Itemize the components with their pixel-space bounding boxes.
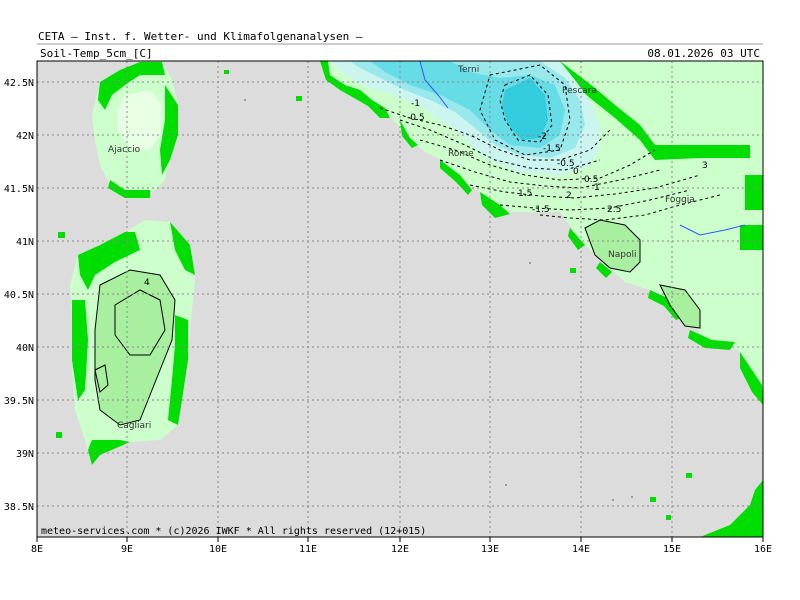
contour-label: -1.5 bbox=[532, 205, 550, 215]
contour-label: 4 bbox=[144, 278, 150, 288]
copyright-notice: meteo-services.com * (c)2026 IWKF * All … bbox=[41, 526, 427, 537]
lat-label: 39.5N bbox=[4, 396, 34, 407]
contour-value-labels: -1 -0.5 -1.5 -2 -1.5 -0.5 0 0.5 1 1.5 2 … bbox=[144, 99, 708, 288]
contour-label: 2 bbox=[566, 191, 572, 201]
warm-zone-napoli bbox=[585, 220, 640, 272]
small-islands bbox=[244, 99, 633, 501]
contour-label: -0.5 bbox=[407, 113, 425, 123]
contour-label: 2.5 bbox=[607, 205, 621, 215]
city-label-cagliari: Cagliari bbox=[117, 421, 151, 431]
lat-label: 40N bbox=[16, 343, 34, 354]
warm-zone-south bbox=[660, 285, 700, 328]
contour-label: 0.5 bbox=[584, 175, 598, 185]
city-label-rome: Rome bbox=[448, 149, 474, 159]
contour-label: 1.5 bbox=[518, 189, 532, 199]
contour-label: -2 bbox=[538, 132, 547, 142]
city-label-ajaccio: Ajaccio bbox=[108, 145, 141, 155]
lon-label: 15E bbox=[663, 544, 681, 555]
lat-label: 41N bbox=[16, 237, 34, 248]
city-label-foggia: Foggia bbox=[665, 195, 695, 205]
lat-label: 38.5N bbox=[4, 502, 34, 513]
lon-label: 10E bbox=[209, 544, 227, 555]
islands-green bbox=[56, 70, 692, 520]
contour-label: 3 bbox=[702, 161, 708, 171]
contour-label: 0 bbox=[573, 167, 579, 177]
city-label-pescara: Pescara bbox=[562, 86, 597, 96]
lon-label: 16E bbox=[754, 544, 772, 555]
lon-label: 9E bbox=[121, 544, 133, 555]
lon-label: 14E bbox=[572, 544, 590, 555]
cold-zone bbox=[330, 61, 600, 175]
lon-label: 12E bbox=[391, 544, 409, 555]
lat-label: 40.5N bbox=[4, 290, 34, 301]
lat-lon-grid bbox=[37, 61, 763, 537]
isotherm-lines bbox=[94, 64, 721, 426]
lat-label: 42N bbox=[16, 131, 34, 142]
latitude-labels: 42.5N 42N 41.5N 41N 40.5N 40N 39.5N 39N … bbox=[4, 78, 34, 513]
corsica bbox=[92, 62, 178, 198]
axis-ticks bbox=[36, 537, 764, 542]
lon-label: 8E bbox=[31, 544, 43, 555]
longitude-labels: 8E 9E 10E 11E 12E 13E 14E 15E 16E bbox=[31, 544, 772, 555]
contour-label: -1.5 bbox=[543, 144, 561, 154]
lon-label: 13E bbox=[481, 544, 499, 555]
lat-label: 41.5N bbox=[4, 184, 34, 195]
lon-label: 11E bbox=[299, 544, 317, 555]
contour-label: 1 bbox=[594, 183, 600, 193]
city-label-napoli: Napoli bbox=[608, 250, 636, 260]
rivers bbox=[419, 61, 746, 236]
italy-mainland bbox=[320, 61, 763, 537]
lat-label: 39N bbox=[16, 449, 34, 460]
city-label-terni: Terni bbox=[457, 65, 479, 75]
contour-label: -1 bbox=[411, 99, 420, 109]
field-label: Soil-Temp_5cm_[C] bbox=[40, 47, 153, 60]
city-labels: Ajaccio Terni Pescara Rome Foggia Napoli… bbox=[108, 65, 695, 431]
valid-time: 08.01.2026 03 UTC bbox=[647, 47, 760, 60]
lat-label: 42.5N bbox=[4, 78, 34, 89]
map-title: CETA – Inst. f. Wetter- und Klimafolgena… bbox=[38, 30, 363, 43]
contour-label: -0.5 bbox=[557, 159, 575, 169]
